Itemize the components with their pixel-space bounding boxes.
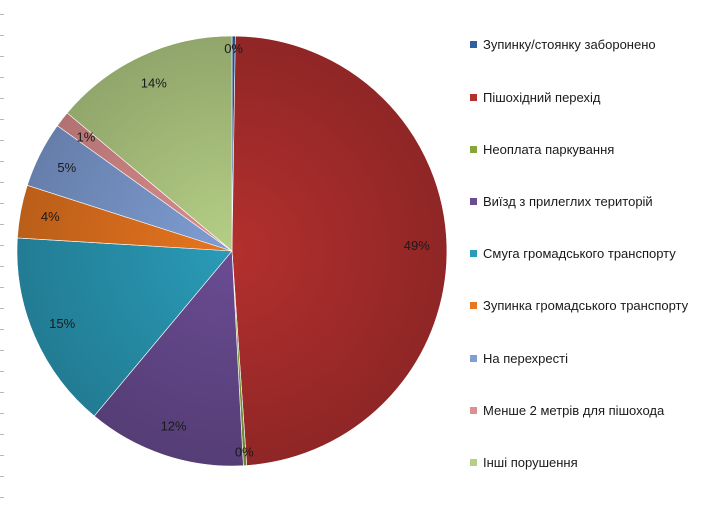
edge-tick [0, 203, 4, 204]
legend-item: Неоплата паркування [470, 141, 705, 159]
edge-tick [0, 182, 4, 183]
legend-item: Смуга громадського транспорту [470, 245, 705, 263]
edge-tick [0, 350, 4, 351]
edge-tick [0, 77, 4, 78]
data-label-3: 0% [235, 445, 254, 460]
legend-item: Інші порушення [470, 454, 705, 472]
edge-tick [0, 392, 4, 393]
legend-label: Зупинку/стоянку заборонено [483, 37, 656, 52]
data-label-9: 14% [141, 76, 167, 91]
data-label-8: 1% [77, 130, 96, 145]
legend-swatch [470, 459, 477, 466]
edge-tick [0, 287, 4, 288]
legend-item: На перехресті [470, 350, 705, 368]
edge-tick [0, 14, 4, 15]
edge-tick [0, 476, 4, 477]
legend-item: Виїзд з прилеглих територій [470, 193, 705, 211]
legend-label: Інші порушення [483, 455, 578, 470]
edge-tick [0, 161, 4, 162]
legend-label: На перехресті [483, 351, 568, 366]
legend-label: Виїзд з прилеглих територій [483, 194, 653, 209]
legend-label: Зупинка громадського транспорту [483, 298, 689, 313]
legend-swatch [470, 198, 477, 205]
data-label-6: 4% [41, 209, 60, 224]
data-label-2: 49% [404, 238, 430, 253]
legend-item: Пішохідний перехід [470, 89, 705, 107]
legend-item: Зупинку/стоянку заборонено [470, 36, 705, 54]
legend-label: Пішохідний перехід [483, 90, 601, 105]
pie-slice-5 [16, 237, 233, 417]
data-label-1: 0% [224, 41, 243, 56]
legend-swatch [470, 250, 477, 257]
legend-item: Зупинка громадського транспорту [470, 297, 705, 315]
edge-tick [0, 140, 4, 141]
edge-tick [0, 497, 4, 498]
pie-data-labels: 0% 49% 0% 12% 15% 4% 5%1% 14% [41, 41, 430, 460]
edge-tick [0, 266, 4, 267]
edge-tick [0, 455, 4, 456]
pie-slice-2 [231, 35, 448, 466]
edge-tick [0, 245, 4, 246]
legend-swatch [470, 146, 477, 153]
legend: Зупинку/стоянку заборонено Пішохідний пер… [470, 0, 705, 505]
edge-tick [0, 224, 4, 225]
edge-tick [0, 413, 4, 414]
legend-swatch [470, 41, 477, 48]
legend-swatch [470, 302, 477, 309]
legend-swatch [470, 94, 477, 101]
legend-item: Менше 2 метрів для пішохода [470, 402, 705, 420]
edge-tick [0, 329, 4, 330]
edge-tick [0, 308, 4, 309]
edge-tick [0, 56, 4, 57]
left-edge-ticks [0, 0, 8, 505]
data-label-5: 15% [49, 316, 75, 331]
data-label-4: 12% [161, 418, 187, 433]
legend-swatch [470, 407, 477, 414]
edge-tick [0, 98, 4, 99]
edge-tick [0, 371, 4, 372]
legend-label: Неоплата паркування [483, 142, 615, 157]
legend-swatch [470, 355, 477, 362]
legend-label: Менше 2 метрів для пішохода [483, 403, 665, 418]
pie-slice-9 [66, 35, 233, 252]
edge-tick [0, 35, 4, 36]
edge-tick [0, 119, 4, 120]
edge-tick [0, 434, 4, 435]
pie-plot-area: 0% 49% 0% 12% 15% 4% 5%1% 14% [16, 35, 448, 467]
pie-slices [16, 35, 448, 467]
legend-label: Смуга громадського транспорту [483, 246, 676, 261]
pie-slice-4 [93, 250, 244, 467]
data-label-7: 5% [57, 160, 76, 175]
